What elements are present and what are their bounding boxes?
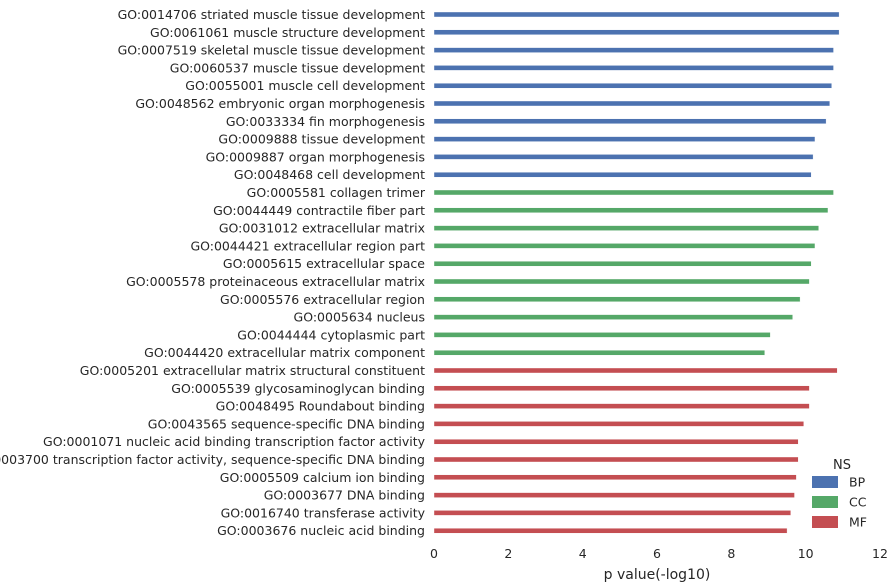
legend-label-mf: MF [849, 515, 867, 530]
category-label: GO:0005509 calcium ion binding [220, 470, 425, 485]
legend-swatch-mf [812, 516, 838, 528]
legend-label-cc: CC [849, 495, 867, 510]
bar-bp [433, 11, 840, 18]
x-tick-label: 0 [430, 546, 438, 561]
category-label: GO:0005201 extracellular matrix structur… [80, 363, 425, 378]
bar-bp [433, 136, 816, 142]
bar-bp [433, 65, 834, 71]
bar-cc [433, 332, 771, 338]
category-label: GO:0005634 nucleus [294, 310, 425, 325]
bar-bp [433, 118, 827, 125]
bar-mf [433, 510, 791, 516]
category-label: GO:0001071 nucleic acid binding transcri… [43, 434, 426, 449]
category-label: GO:0005578 proteinaceous extracellular m… [126, 274, 425, 289]
bar-cc [433, 350, 765, 356]
category-label: GO:0044421 extracellular region part [190, 238, 425, 253]
category-label: GO:0016740 transferase activity [221, 505, 426, 520]
category-label: GO:0003676 nucleic acid binding [217, 523, 425, 538]
bar-mf [433, 492, 795, 498]
bar-mf [433, 528, 788, 534]
legend-swatch-cc [812, 496, 838, 508]
x-tick-label: 6 [653, 546, 661, 561]
category-label: GO:0003677 DNA binding [264, 488, 425, 503]
bar-mf [433, 385, 810, 391]
bar-cc [433, 296, 801, 302]
category-label: GO:0033334 fin morphogenesis [226, 114, 425, 129]
bar-bp [433, 29, 840, 35]
bar-mf [433, 474, 797, 480]
bar-bp [433, 82, 832, 89]
legend-title: NS [833, 458, 851, 473]
bar-cc [433, 314, 793, 320]
bar-cc [433, 278, 810, 285]
bar-cc [433, 189, 834, 196]
bar-bp [433, 171, 812, 178]
category-label: GO:0005581 collagen trimer [247, 185, 426, 200]
category-label: GO:0048468 cell development [234, 167, 425, 182]
category-label: GO:0060537 muscle tissue development [170, 60, 425, 75]
category-label: GO:0048562 embryonic organ morphogenesis [135, 96, 425, 111]
category-label: GO:0044444 cytoplasmic part [237, 327, 425, 342]
category-label: GO:0061061 muscle structure development [150, 25, 425, 40]
bar-mf [433, 367, 838, 374]
category-label: GO:0005615 extracellular space [223, 256, 425, 271]
bar-cc [433, 261, 812, 267]
legend-label-bp: BP [849, 475, 866, 490]
bar-mf [433, 421, 805, 427]
bar-bp [433, 47, 834, 53]
bar-mf [433, 403, 810, 409]
category-label: GO:0009887 organ morphogenesis [206, 149, 425, 164]
category-label: GO:0044420 extracellular matrix componen… [144, 345, 425, 360]
x-tick-label: 4 [579, 546, 587, 561]
x-axis-label: p value(-log10) [604, 567, 711, 583]
category-label: GO:0005539 glycosaminoglycan binding [171, 381, 425, 396]
x-axis-ticks-group: 0 2 4 6 8 10 12 [430, 546, 888, 561]
bar-bp [433, 154, 814, 160]
category-label: GO:0014706 striated muscle tissue develo… [118, 7, 426, 22]
x-tick-label: 10 [798, 546, 814, 561]
category-labels-group: GO:0014706 striated muscle tissue develo… [0, 7, 426, 538]
category-label: GO:0055001 muscle cell development [185, 78, 425, 93]
category-label: GO:0005576 extracellular region [220, 292, 425, 307]
category-label: GO:0009888 tissue development [218, 132, 425, 147]
bar-mf [433, 439, 799, 445]
category-label: GO:0048495 Roundabout binding [216, 399, 425, 414]
category-label: GO:0044449 contractile fiber part [213, 203, 425, 218]
category-label: GO:0003700 transcription factor activity… [0, 452, 425, 467]
x-tick-label: 12 [872, 546, 888, 561]
x-tick-label: 8 [727, 546, 735, 561]
x-tick-label: 2 [504, 546, 512, 561]
bar-cc [433, 225, 819, 231]
category-label: GO:0007519 skeletal muscle tissue develo… [118, 43, 425, 58]
bar-bp [433, 100, 831, 107]
bars-group [433, 11, 840, 534]
bar-mf [433, 456, 799, 463]
bar-cc [433, 243, 816, 249]
legend-swatch-bp [812, 476, 838, 488]
category-label: GO:0043565 sequence-specific DNA binding [148, 416, 425, 431]
category-label: GO:0031012 extracellular matrix [219, 221, 425, 236]
bar-cc [433, 207, 829, 214]
legend: NS BP CC MF [812, 458, 867, 530]
